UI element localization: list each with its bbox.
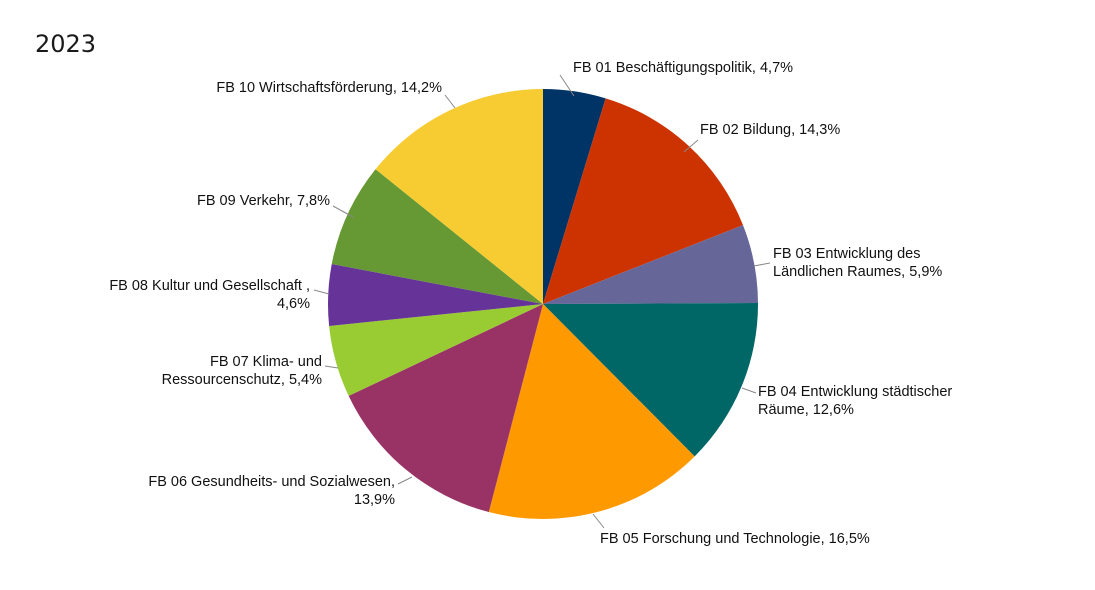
label-leader-line (332, 205, 354, 218)
slice-label-line: FB 10 Wirtschaftsförderung, 14,2% (216, 80, 442, 96)
pie-slice (331, 169, 543, 304)
pie-slice (327, 264, 543, 326)
chart-title: 2023 (35, 30, 97, 58)
pie-slice (348, 304, 543, 513)
slice-label-line: Räume, 12,6% (758, 402, 854, 418)
slice-label: FB 08 Kultur und Gesellschaft , 4,6% (109, 278, 310, 312)
pie-slice (543, 225, 758, 304)
pie-slice (375, 89, 543, 304)
label-leader-line (741, 387, 757, 394)
pie-slice (488, 304, 695, 519)
label-leader-line (683, 139, 699, 153)
slice-label-line: FB 04 Entwicklung städtischer (758, 384, 952, 400)
label-leader-line (324, 365, 339, 369)
pie-slice (543, 89, 606, 304)
slice-label-line: FB 07 Klima- und (210, 354, 322, 370)
slice-label-line: FB 08 Kultur und Gesellschaft , (109, 278, 310, 294)
slice-label-line: FB 05 Forschung und Technologie, 16,5% (600, 531, 870, 547)
slice-label-line: Ländlichen Raumes, 5,9% (773, 264, 942, 280)
slice-label-line: FB 09 Verkehr, 7,8% (197, 193, 330, 209)
slice-label: FB 07 Klima- und Ressourcenschutz, 5,4% (162, 354, 322, 388)
slice-label-line: FB 01 Beschäftigungspolitik, 4,7% (573, 60, 793, 76)
slice-label: FB 09 Verkehr, 7,8% (197, 193, 330, 209)
slice-label-line: FB 02 Bildung, 14,3% (700, 122, 840, 138)
slice-label: FB 02 Bildung, 14,3% (700, 122, 840, 138)
label-leader-line (397, 476, 413, 485)
label-leader-line (559, 74, 575, 97)
label-leader-line (592, 513, 605, 529)
slice-label: FB 06 Gesundheits- und Sozialwesen, 13,9% (148, 474, 395, 508)
slice-label-line: 13,9% (354, 492, 395, 508)
slice-label-line: FB 06 Gesundheits- und Sozialwesen, (148, 474, 395, 490)
slice-label: FB 04 Entwicklung städtischer Räume, 12,6… (758, 384, 952, 418)
pie-slice (543, 302, 759, 457)
pie-slice (329, 304, 543, 396)
slice-label-line: Ressourcenschutz, 5,4% (162, 372, 322, 388)
slice-label: FB 01 Beschäftigungspolitik, 4,7% (573, 60, 793, 76)
label-leader-line (313, 289, 330, 295)
slice-label: FB 05 Forschung und Technologie, 16,5% (600, 531, 870, 547)
label-leader-line (444, 94, 456, 109)
slice-label: FB 03 Entwicklung des Ländlichen Raumes, … (773, 246, 942, 280)
slice-label-line: 4,6% (277, 296, 310, 312)
slice-label-line: FB 03 Entwicklung des (773, 246, 921, 262)
label-leader-line (753, 262, 771, 267)
slice-label: FB 10 Wirtschaftsförderung, 14,2% (216, 80, 442, 96)
pie-slice (543, 98, 743, 304)
